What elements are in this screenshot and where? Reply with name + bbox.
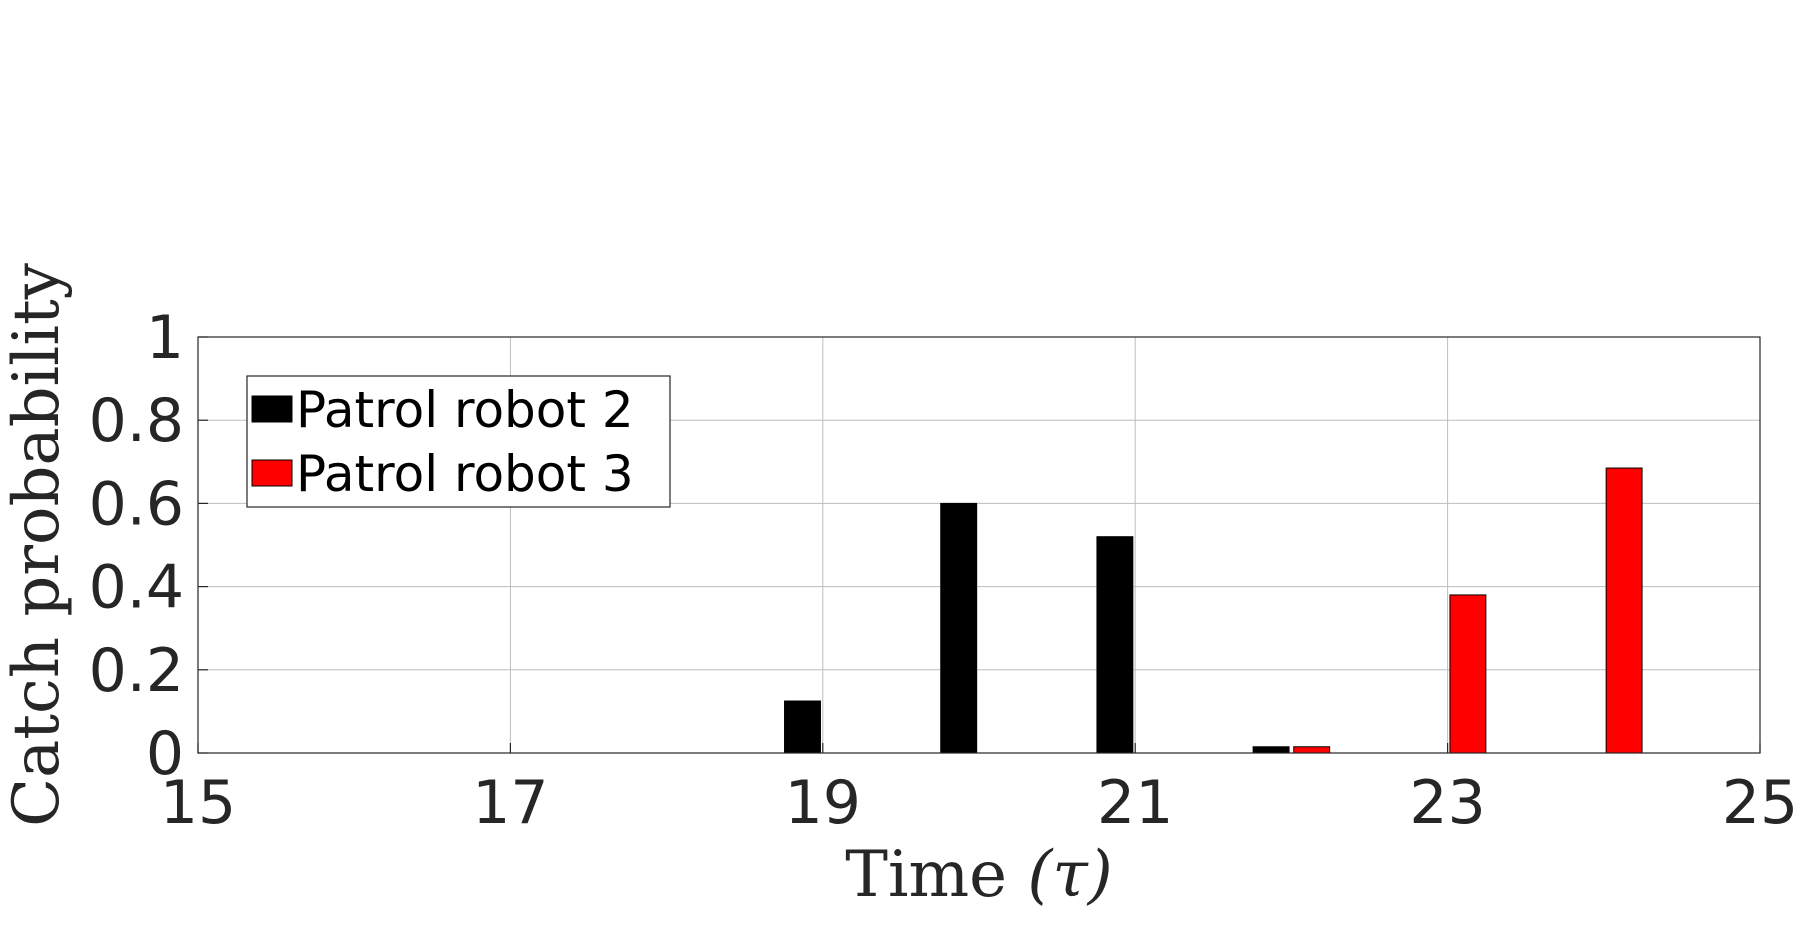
y-tick-label: 1: [146, 303, 184, 373]
x-tick-label: 21: [1097, 768, 1173, 838]
x-tick-label: 17: [472, 768, 548, 838]
legend-box: [246, 375, 671, 508]
y-tick-label: 0: [146, 719, 184, 789]
x-tick-label: 15: [160, 768, 236, 838]
y-tick-label: 0.4: [89, 553, 184, 623]
bars: [784, 467, 1643, 754]
bar-series-3: [1449, 594, 1487, 754]
bar-series-2: [940, 502, 978, 754]
x-tick-label: 23: [1409, 768, 1485, 838]
bar-series-2: [784, 700, 821, 754]
x-axis-title: Time (τ): [845, 838, 1112, 912]
bar-series-2: [1252, 746, 1290, 754]
bar-series-3: [1293, 746, 1331, 754]
legend-label-patrol-robot-3: Patrol robot 3: [296, 445, 634, 503]
legend-swatch-patrol-robot-3: [251, 459, 293, 487]
y-tick-label: 0.6: [89, 469, 184, 539]
bar-series-3: [1605, 467, 1643, 754]
x-tick-label: 25: [1722, 768, 1798, 838]
x-axis-title-symbol: (τ): [1027, 838, 1112, 912]
bar-series-2: [1096, 536, 1134, 754]
tick-labels: 15 17 19 21 23 25 0 0.2 0.4 0.6 0.8 1: [89, 303, 1799, 838]
x-axis-title-main: Time: [845, 838, 1027, 912]
legend-swatch-patrol-robot-2: [251, 395, 293, 423]
y-tick-label: 0.2: [89, 636, 184, 706]
x-tick-label: 19: [785, 768, 861, 838]
y-axis-title: Catch probability: [0, 263, 74, 827]
legend: Patrol robot 2 Patrol robot 3: [246, 375, 671, 508]
y-tick-label: 0.8: [89, 386, 184, 456]
plot-area-border: [197, 336, 1761, 754]
legend-label-patrol-robot-2: Patrol robot 2: [296, 381, 634, 439]
